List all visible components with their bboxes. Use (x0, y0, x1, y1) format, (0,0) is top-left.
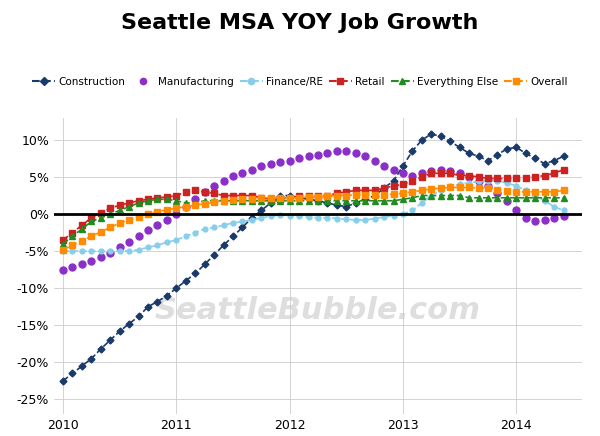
Overall (334, 193, 341, 198)
Text: SeattleBubble.com: SeattleBubble.com (155, 296, 481, 325)
Manufacturing (560, 214, 567, 219)
Construction (560, 153, 567, 159)
Construction (428, 131, 435, 136)
Retail (560, 167, 567, 172)
Finance/RE (352, 218, 359, 223)
Line: Everything Else: Everything Else (60, 192, 566, 247)
Finance/RE (145, 245, 152, 250)
Line: Retail: Retail (60, 167, 566, 243)
Construction (145, 304, 152, 309)
Overall (59, 247, 67, 252)
Overall (560, 188, 567, 193)
Finance/RE (362, 218, 369, 223)
Finance/RE (560, 208, 567, 213)
Construction (352, 200, 359, 205)
Everything Else (59, 241, 67, 246)
Everything Else (560, 195, 567, 201)
Construction (334, 203, 341, 208)
Finance/RE (59, 249, 67, 254)
Retail (334, 191, 341, 196)
Overall (446, 185, 454, 190)
Retail (352, 188, 359, 193)
Retail (248, 193, 256, 198)
Retail (400, 182, 407, 187)
Overall (248, 196, 256, 201)
Everything Else (145, 198, 152, 203)
Manufacturing (362, 153, 369, 159)
Finance/RE (484, 178, 491, 183)
Construction (248, 215, 256, 220)
Line: Manufacturing: Manufacturing (59, 148, 567, 273)
Line: Construction: Construction (61, 132, 566, 383)
Construction (362, 197, 369, 202)
Overall (352, 192, 359, 198)
Manufacturing (145, 228, 152, 233)
Overall (400, 191, 407, 196)
Everything Else (418, 193, 425, 198)
Everything Else (352, 198, 359, 203)
Manufacturing (409, 173, 416, 178)
Everything Else (248, 198, 256, 203)
Text: Seattle MSA YOY Job Growth: Seattle MSA YOY Job Growth (121, 13, 479, 33)
Manufacturing (59, 267, 67, 272)
Everything Else (400, 197, 407, 202)
Line: Overall: Overall (60, 184, 566, 253)
Finance/RE (400, 211, 407, 217)
Everything Else (334, 198, 341, 203)
Manufacturing (248, 167, 256, 172)
Overall (145, 211, 152, 217)
Retail (59, 237, 67, 242)
Finance/RE (248, 218, 256, 223)
Retail (145, 197, 152, 202)
Overall (362, 192, 369, 198)
Line: Finance/RE: Finance/RE (61, 178, 566, 254)
Construction (59, 378, 67, 384)
Manufacturing (334, 148, 341, 153)
Construction (400, 163, 407, 168)
Manufacturing (371, 158, 378, 164)
Manufacturing (343, 148, 350, 153)
Finance/RE (334, 216, 341, 221)
Legend: Construction, Manufacturing, Finance/RE, Retail, Everything Else, Overall: Construction, Manufacturing, Finance/RE,… (28, 73, 572, 91)
Retail (362, 188, 369, 193)
Everything Else (362, 198, 369, 203)
